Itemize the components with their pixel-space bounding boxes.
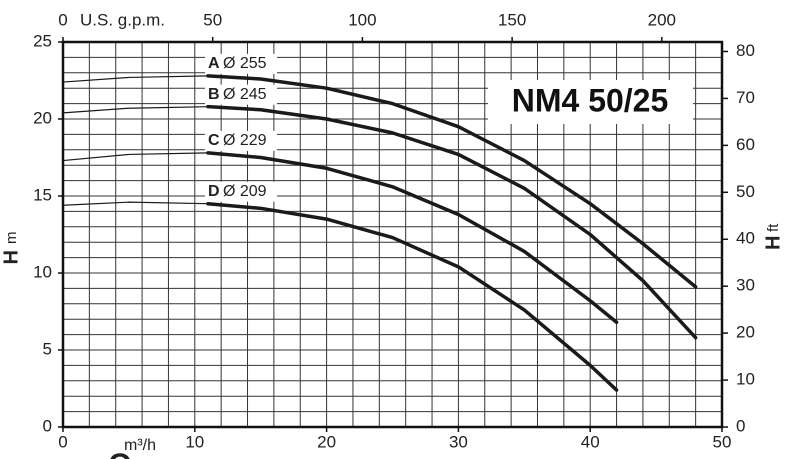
y-axis-symbol: H bbox=[0, 250, 22, 264]
legend-bg bbox=[204, 84, 277, 105]
x-tick-label: 10 bbox=[185, 432, 204, 451]
legend-bg bbox=[204, 181, 277, 202]
curve-extension bbox=[62, 152, 209, 162]
y-axis-label: m bbox=[3, 232, 20, 245]
x-tick-label: 30 bbox=[449, 432, 468, 451]
legend-label: Ø 209 bbox=[223, 183, 267, 200]
legend-bg bbox=[204, 130, 277, 151]
x2-tick-label: 0 bbox=[58, 10, 67, 29]
y-tick-label: 0 bbox=[43, 416, 52, 435]
x2-tick-label: 100 bbox=[348, 10, 376, 29]
legend-name: D bbox=[208, 183, 220, 200]
y-tick-label: 5 bbox=[43, 339, 52, 358]
y2-axis-symbol: H bbox=[762, 236, 784, 250]
curve bbox=[206, 151, 619, 325]
x2-axis-label: U.S. g.p.m. bbox=[80, 10, 165, 29]
y2-tick-label: 60 bbox=[736, 135, 755, 154]
y2-tick-label: 40 bbox=[736, 229, 755, 248]
curve bbox=[206, 74, 698, 289]
title-box bbox=[488, 80, 693, 124]
plot-frame bbox=[61, 40, 724, 429]
y2-tick-label: 0 bbox=[736, 416, 745, 435]
y2-tick-label: 50 bbox=[736, 182, 755, 201]
x2-tick-label: 200 bbox=[648, 10, 676, 29]
x-axis-symbol: Q bbox=[108, 448, 131, 459]
x-tick-label: 20 bbox=[317, 432, 336, 451]
y2-tick-label: 80 bbox=[736, 41, 755, 60]
curve-extension bbox=[62, 201, 209, 206]
legend-label: Ø 229 bbox=[223, 132, 267, 149]
legend-name: B bbox=[208, 86, 220, 103]
y2-tick-label: 30 bbox=[736, 276, 755, 295]
legend-bg bbox=[204, 53, 277, 74]
curve bbox=[206, 104, 698, 340]
y-tick-label: 15 bbox=[33, 185, 52, 204]
x-tick-label: 40 bbox=[581, 432, 600, 451]
y-tick-label: 25 bbox=[33, 31, 52, 50]
x-axis-label: m³/h bbox=[124, 437, 156, 454]
legend-name: C bbox=[208, 132, 220, 149]
curve-extension bbox=[62, 106, 209, 114]
y2-tick-label: 10 bbox=[736, 370, 755, 389]
y2-axis-label: ft bbox=[765, 223, 782, 232]
curve-extension bbox=[62, 75, 209, 83]
y-tick-label: 10 bbox=[33, 262, 52, 281]
y2-tick-label: 20 bbox=[736, 323, 755, 342]
legend-label: Ø 255 bbox=[223, 55, 267, 72]
legend-name: A bbox=[208, 55, 220, 72]
y-tick-label: 20 bbox=[33, 108, 52, 127]
x2-tick-label: 150 bbox=[498, 10, 526, 29]
x-tick-label: 50 bbox=[713, 432, 732, 451]
curve bbox=[206, 201, 619, 392]
legend-label: Ø 245 bbox=[223, 86, 267, 103]
y2-tick-label: 70 bbox=[736, 88, 755, 107]
x-tick-label: 0 bbox=[58, 432, 67, 451]
x2-tick-label: 50 bbox=[203, 10, 222, 29]
chart-title: NM4 50/25 bbox=[512, 82, 669, 118]
